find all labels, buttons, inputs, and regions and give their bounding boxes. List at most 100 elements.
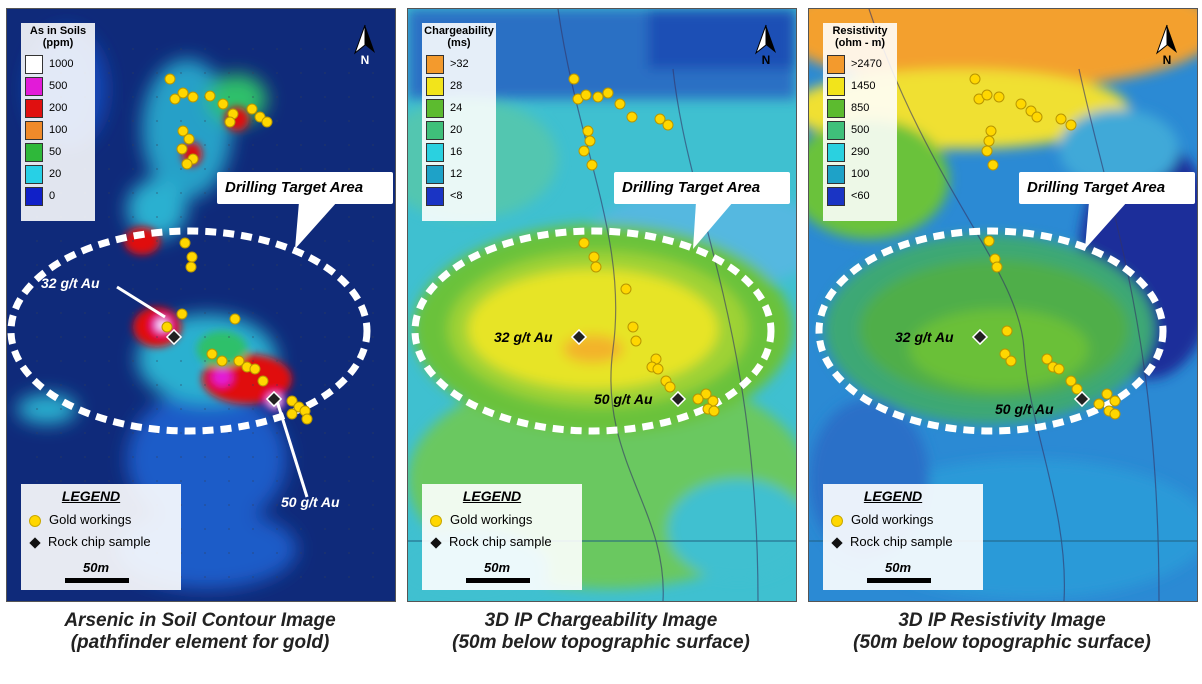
color-scale: Resistivity (ohm - m) >2470 1450 850 500 290… <box>823 23 897 221</box>
scale-swatch <box>426 121 444 140</box>
scale-swatch <box>426 55 444 74</box>
scale-label: 200 <box>49 102 68 114</box>
north-label: N <box>761 53 771 67</box>
caption-arsenic: Arsenic in Soil Contour Image (pathfinde… <box>6 610 394 654</box>
gold-working-dot <box>627 321 639 333</box>
scale-swatch <box>25 77 43 96</box>
gold-working-dot <box>176 143 188 155</box>
gold-working-dot <box>177 87 189 99</box>
gold-working-dot <box>580 89 592 101</box>
caption-resistivity: 3D IP Resistivity Image (50m below topog… <box>808 610 1196 654</box>
gold-working-dot <box>568 73 580 85</box>
gold-workings-points <box>161 73 313 425</box>
scale-swatch <box>827 165 845 184</box>
scale-label: 100 <box>49 124 68 136</box>
gold-working-dot <box>999 348 1011 360</box>
arsenic-map-panel: As in Soils (ppm) 1000 500 200 100 50 20 0 N D… <box>6 8 396 602</box>
gold-working-dot <box>181 158 193 170</box>
scale-label: 20 <box>450 124 463 136</box>
gold-working-dot <box>1041 353 1053 365</box>
scale-label: 0 <box>49 190 56 202</box>
gold-working-dot <box>164 73 176 85</box>
au-label-32: 32 g/t Au <box>895 329 954 345</box>
drilling-target-label: Drilling Target Area <box>1027 179 1166 196</box>
gold-working-dot <box>654 113 666 125</box>
gold-working-dot <box>1071 383 1083 395</box>
au-label-50: 50 g/t Au <box>594 391 653 407</box>
diamond-icon <box>430 536 442 549</box>
gold-working-dot <box>1093 398 1105 410</box>
gold-working-dot <box>983 135 995 147</box>
gold-working-dot <box>206 348 218 360</box>
gold-working-dot <box>1053 363 1065 375</box>
rock-chip-marker <box>165 328 183 346</box>
resistivity-map-panel: Resistivity (ohm - m) >2470 1450 850 500 290… <box>808 8 1198 602</box>
gold-working-dot <box>991 261 1003 273</box>
gold-working-dot <box>602 87 614 99</box>
scale-label: 850 <box>851 102 870 114</box>
legend-title: LEGEND <box>462 488 522 504</box>
gold-working-dot <box>993 91 1005 103</box>
map-legend: LEGEND Gold workings Rock chip sample 50… <box>823 484 983 590</box>
north-label: N <box>360 53 370 67</box>
gold-working-dot <box>620 283 632 295</box>
scale-title: As in Soils (ppm) <box>29 25 87 49</box>
gold-working-dot <box>185 261 197 273</box>
gold-working-dot <box>1015 98 1027 110</box>
gold-dot-icon <box>831 514 843 527</box>
legend-title: LEGEND <box>863 488 923 504</box>
gold-working-dot <box>584 135 596 147</box>
gold-working-dot <box>233 355 245 367</box>
gold-working-dot <box>249 363 261 375</box>
gold-working-dot <box>177 125 189 137</box>
north-arrow: N <box>752 23 780 73</box>
scale-bar <box>65 578 129 583</box>
gold-working-dot <box>1109 408 1121 420</box>
color-scale: Chargeability (ms) >32 28 24 20 16 12 <8 <box>422 23 496 221</box>
map-legend: LEGEND Gold workings Rock chip sample 50… <box>422 484 582 590</box>
map-legend: LEGEND Gold workings Rock chip sample 50… <box>21 484 181 590</box>
rock-chip-marker <box>1073 390 1091 408</box>
gold-working-dot <box>578 237 590 249</box>
gold-working-dot <box>708 405 720 417</box>
gold-working-dot <box>261 116 273 128</box>
scale-label: >2470 <box>851 58 882 70</box>
scale-swatch <box>426 187 444 206</box>
gold-working-dot <box>246 103 258 115</box>
scale-swatch <box>426 99 444 118</box>
scale-swatch <box>426 165 444 184</box>
gold-working-dot <box>1031 111 1043 123</box>
scale-bar <box>466 578 530 583</box>
gold-dot-icon <box>430 514 442 527</box>
scale-bar-label: 50m <box>484 560 511 575</box>
gold-working-dot <box>700 388 712 400</box>
scale-swatch <box>25 99 43 118</box>
gold-working-dot <box>216 355 228 367</box>
scale-title: Chargeability (ms) <box>424 25 494 49</box>
gold-workings-points <box>568 73 720 417</box>
diamond-icon <box>29 536 41 549</box>
north-arrow: N <box>1153 23 1181 73</box>
legend-title: LEGEND <box>61 488 121 504</box>
gold-working-dot <box>169 93 181 105</box>
target-area-outline <box>7 227 371 435</box>
rock-chip-marker <box>971 328 989 346</box>
scale-swatch <box>25 121 43 140</box>
gold-working-dot <box>183 133 195 145</box>
gold-working-dot <box>981 89 993 101</box>
scale-label: <60 <box>851 190 870 202</box>
caption-title: Arsenic in Soil Contour Image <box>64 610 336 631</box>
gold-working-dot <box>664 381 676 393</box>
scale-bar <box>867 578 931 583</box>
caption-subtitle: (pathfinder element for gold) <box>70 632 330 653</box>
gold-working-dot <box>1065 375 1077 387</box>
drilling-target-label: Drilling Target Area <box>225 179 364 196</box>
au-label-50: 50 g/t Au <box>281 494 340 510</box>
scale-bar-label: 50m <box>83 560 110 575</box>
gold-working-dot <box>1065 119 1077 131</box>
gold-working-dot <box>578 145 590 157</box>
callout-pointer <box>1085 202 1127 249</box>
caption-title: 3D IP Chargeability Image <box>484 610 718 631</box>
scale-swatch <box>827 121 845 140</box>
scale-label: 50 <box>49 146 62 158</box>
